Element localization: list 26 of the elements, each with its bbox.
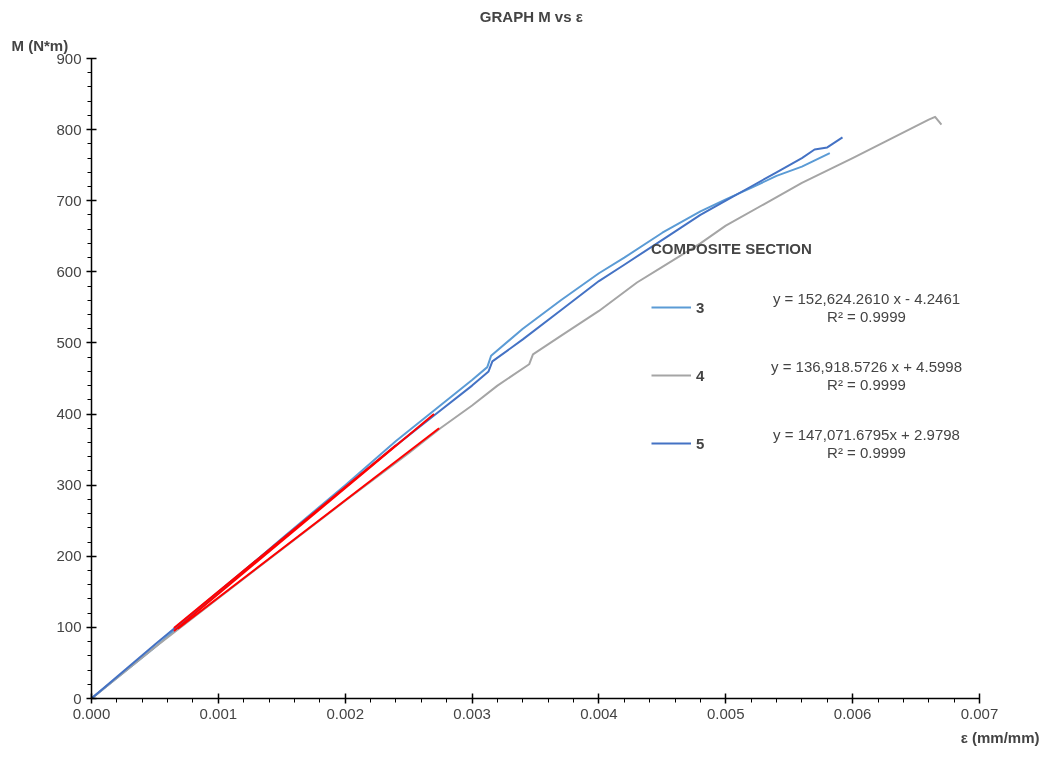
annotation: y = 147,071.6795x + 2.9798 R² = 0.9999	[773, 425, 960, 462]
y-tick-label: 0	[73, 689, 82, 707]
y-tick-label: 400	[56, 405, 82, 423]
y-tick-label: 500	[56, 333, 82, 351]
y-tick-label: 600	[56, 262, 82, 280]
y-tick-label: 200	[56, 547, 82, 565]
x-tick-label: 0.007	[960, 704, 999, 722]
y-tick-label: 800	[56, 120, 82, 138]
x-tick-label: 0.001	[199, 704, 238, 722]
annotation: y = 136,918.5726 x + 4.5998 R² = 0.9999	[771, 357, 962, 394]
x-tick-label: 0.000	[72, 704, 111, 722]
x-tick-label: 0.006	[833, 704, 872, 722]
y-tick-label: 300	[56, 476, 82, 494]
x-tick-label: 0.004	[580, 704, 618, 722]
legend-label: 3	[696, 297, 706, 318]
x-tick-label: 0.002	[326, 704, 364, 722]
chart-title: GRAPH M vs ε	[479, 7, 583, 25]
legend-label: 4	[696, 365, 706, 386]
legend-label: 5	[696, 433, 706, 454]
y-tick-label: 700	[56, 191, 82, 209]
y-tick-label: 100	[56, 618, 82, 636]
legend-title: COMPOSITE SECTION	[651, 240, 812, 257]
x-tick-label: 0.003	[453, 704, 491, 722]
annotation: y = 152,624.2610 x - 4.2461 R² = 0.9999	[772, 289, 961, 326]
x-tick-label: 0.005	[707, 704, 745, 722]
x-axis-title: ε (mm/mm)	[960, 728, 1040, 746]
